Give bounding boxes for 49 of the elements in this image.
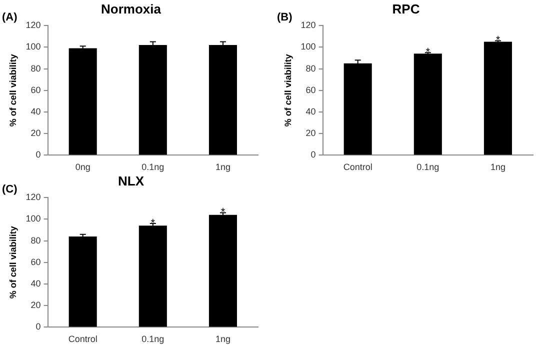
x-tick-label: 0.1ng (142, 162, 164, 172)
bar (344, 63, 372, 155)
text: (B) (277, 12, 293, 24)
chart-title: Normoxia (101, 1, 162, 16)
y-tick-label: 0 (36, 150, 41, 160)
x-tick-label: 0.1ng (416, 162, 440, 172)
bar (414, 54, 442, 155)
y-tick-label: 80 (30, 235, 41, 246)
annotation: * (426, 46, 431, 58)
y-tick-label: 100 (300, 42, 316, 52)
chart-title: RPC (392, 1, 420, 16)
y-tick-label: 0 (310, 150, 316, 160)
y-tick-label: 40 (30, 278, 41, 288)
y-tick-label: 20 (30, 300, 41, 310)
text: (A) (2, 12, 18, 24)
bar (68, 236, 97, 327)
text: (C) (2, 184, 18, 196)
x-tick-label: 0ng (75, 162, 90, 172)
y-tick-label: 20 (30, 128, 41, 138)
y-tick-label: 120 (26, 20, 41, 30)
annotation: * (150, 217, 156, 230)
y-tick-label: 40 (30, 106, 41, 116)
y-tick-label: 0 (36, 322, 41, 332)
y-tick-label: 120 (26, 192, 41, 202)
chart-title: NLX (118, 173, 144, 188)
y-axis-title: % of cell viability (282, 54, 293, 127)
y-tick-label: 20 (306, 128, 316, 138)
y-axis-title: % of cell viability (8, 226, 18, 299)
annotation: * (496, 34, 501, 47)
bar (208, 214, 237, 327)
bar (138, 226, 167, 327)
y-tick-label: 60 (30, 84, 41, 95)
y-axis-title: % of cell viability (8, 54, 18, 127)
y-tick-label: 100 (26, 42, 41, 52)
annotation: * (220, 206, 226, 219)
y-tick-label: 40 (306, 106, 316, 116)
y-tick-label: 60 (306, 84, 316, 95)
x-tick-label: 0.1ng (142, 334, 164, 344)
x-tick-label: 1ng (215, 162, 230, 172)
y-tick-label: 80 (30, 63, 41, 74)
x-tick-label: Control (343, 162, 372, 172)
x-tick-label: 1ng (215, 334, 230, 344)
y-tick-label: 80 (306, 63, 316, 74)
x-tick-label: Control (68, 334, 98, 344)
y-tick-label: 100 (26, 214, 41, 224)
y-tick-label: 120 (300, 20, 316, 30)
x-tick-label: 1ng (490, 162, 506, 172)
y-tick-label: 60 (30, 256, 41, 267)
bar (484, 42, 512, 155)
